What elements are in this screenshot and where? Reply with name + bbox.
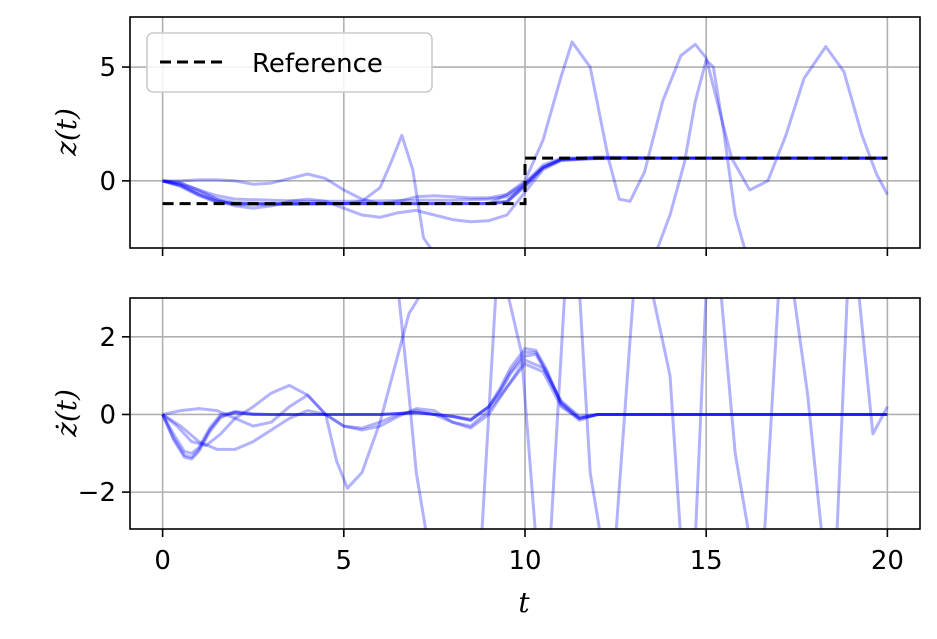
bottom-grid: [130, 298, 920, 529]
bottom-xtick-label: 20: [871, 546, 904, 576]
bottom-trajectory-line: [397, 298, 428, 529]
bottom-xtick-label: 15: [690, 546, 723, 576]
top-ytick-label: 5: [99, 53, 116, 83]
top-trajectory-line: [488, 40, 889, 205]
top-ylabel: z(t): [50, 108, 83, 157]
bottom-ytick-label: −2: [78, 478, 116, 508]
bottom-series: [161, 298, 889, 529]
bottom-xtick-label: 5: [336, 546, 353, 576]
bottom-xlabel: t: [518, 586, 530, 619]
bottom-trajectory-line: [161, 352, 888, 455]
bottom-ylabel: ż(t): [50, 389, 83, 438]
bottom-xtick-label: 0: [154, 546, 171, 576]
bottom-trajectory-line: [162, 298, 421, 490]
legend-box: [146, 32, 433, 93]
bottom-trajectory-line: [161, 358, 888, 447]
bottom-trajectory-line: [161, 350, 888, 459]
bottom-ytick-label: 0: [99, 400, 116, 430]
top-trajectory-line: [656, 58, 747, 248]
top-panel: 05 z(t) Reference: [50, 16, 921, 256]
bottom-ticks: 0 5 10 15 20 −2 0 2: [78, 323, 904, 576]
legend-reference-label: Reference: [252, 49, 383, 79]
top-ticks: 05: [99, 53, 889, 256]
bottom-trajectory-line: [161, 362, 888, 451]
bottom-panel: 0 5 10 15 20 −2 0 2 ż(t) t: [50, 297, 921, 619]
legend: Reference: [146, 32, 433, 93]
bottom-trajectory-line: [161, 347, 888, 461]
top-ytick-label: 0: [99, 167, 116, 197]
bottom-ytick-label: 2: [99, 323, 116, 353]
bottom-xtick-label: 10: [508, 546, 541, 576]
